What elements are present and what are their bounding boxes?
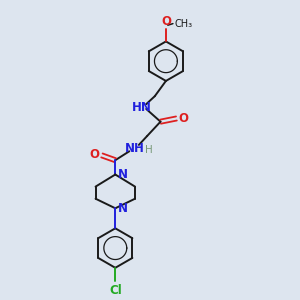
Text: Cl: Cl (109, 284, 122, 297)
Text: O: O (89, 148, 99, 160)
Text: NH: NH (125, 142, 145, 154)
Text: N: N (118, 168, 128, 181)
Text: H: H (145, 145, 153, 155)
Text: CH₃: CH₃ (175, 19, 193, 28)
Text: HN: HN (131, 101, 151, 114)
Text: O: O (178, 112, 188, 125)
Text: O: O (161, 15, 171, 28)
Text: N: N (118, 202, 128, 215)
